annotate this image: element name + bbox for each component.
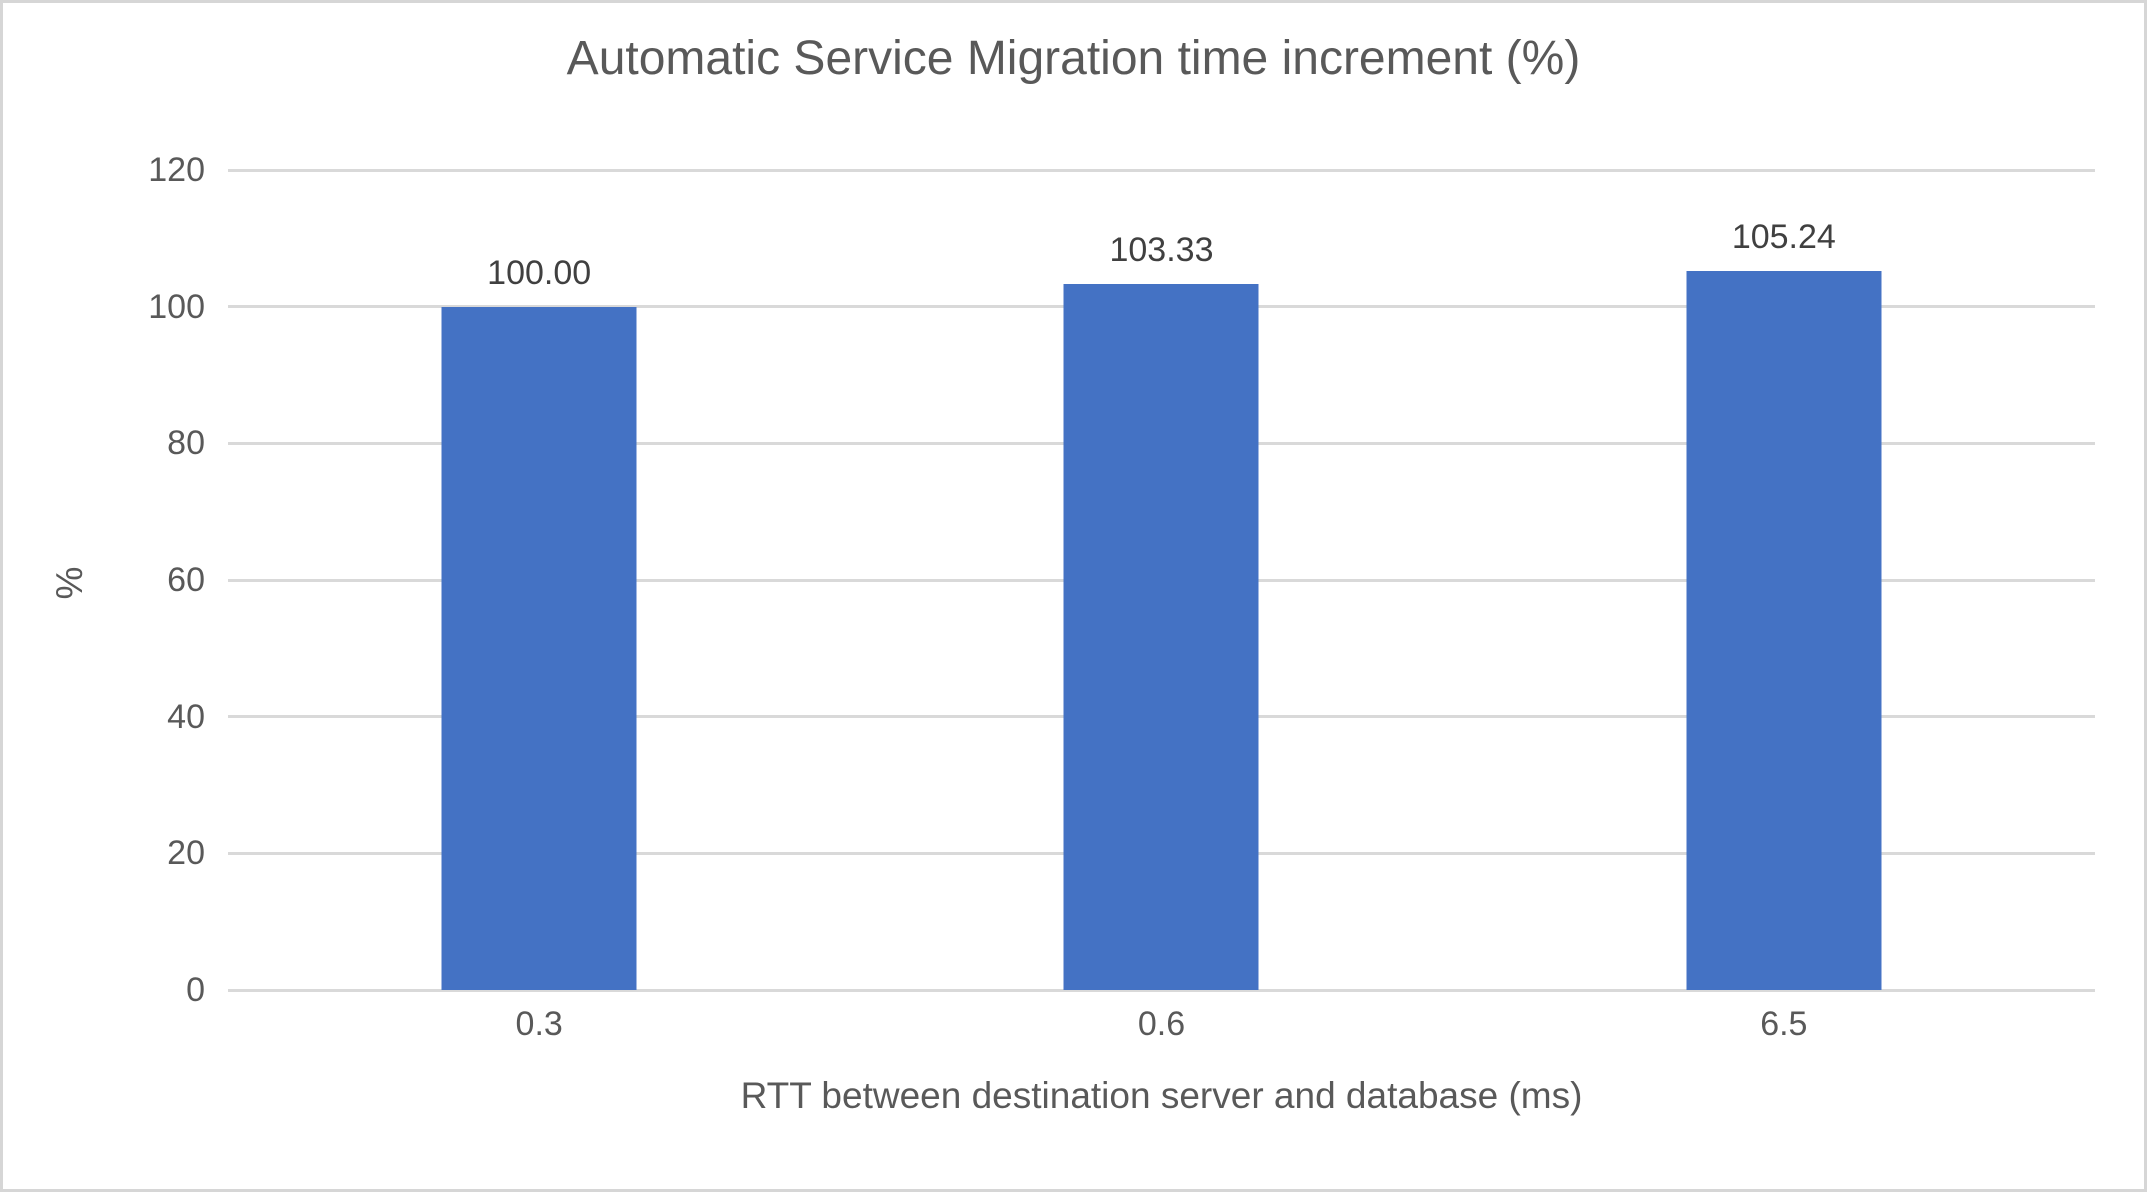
x-axis-tick-labels: 0.3 0.6 6.5 bbox=[228, 1005, 2095, 1055]
gridline bbox=[228, 988, 2095, 992]
bar-value-label: 103.33 bbox=[1109, 230, 1214, 269]
plot-area: 100.00 103.33 105.24 bbox=[228, 168, 2095, 992]
y-tick-label: 80 bbox=[167, 424, 205, 463]
bar bbox=[1686, 270, 1882, 990]
bar-value-label: 100.00 bbox=[487, 253, 592, 292]
y-tick-label: 20 bbox=[167, 834, 205, 873]
y-tick-label: 0 bbox=[186, 971, 205, 1009]
chart-title: Automatic Service Migration time increme… bbox=[566, 32, 1581, 85]
category-slot: 105.24 bbox=[1473, 170, 2095, 990]
category-slot: 103.33 bbox=[850, 170, 1472, 990]
x-axis-title: RTT between destination server and datab… bbox=[740, 1075, 1583, 1116]
x-tick-label: 6.5 bbox=[1760, 1005, 1808, 1043]
gridline bbox=[228, 168, 2095, 172]
bar bbox=[441, 306, 637, 990]
category-slot: 100.00 bbox=[228, 170, 850, 990]
x-tick-label: 0.6 bbox=[1137, 1005, 1186, 1043]
x-tick-label: 0.3 bbox=[515, 1005, 563, 1043]
y-tick-label: 60 bbox=[167, 561, 205, 599]
y-tick-label: 40 bbox=[167, 697, 205, 736]
bar-value-label: 105.24 bbox=[1731, 217, 1836, 256]
bar bbox=[1063, 283, 1259, 990]
y-tick-label: 120 bbox=[148, 151, 205, 189]
y-axis-tick-labels: 0 20 40 60 80 100 120 bbox=[3, 151, 205, 1009]
y-tick-label: 100 bbox=[148, 287, 205, 326]
